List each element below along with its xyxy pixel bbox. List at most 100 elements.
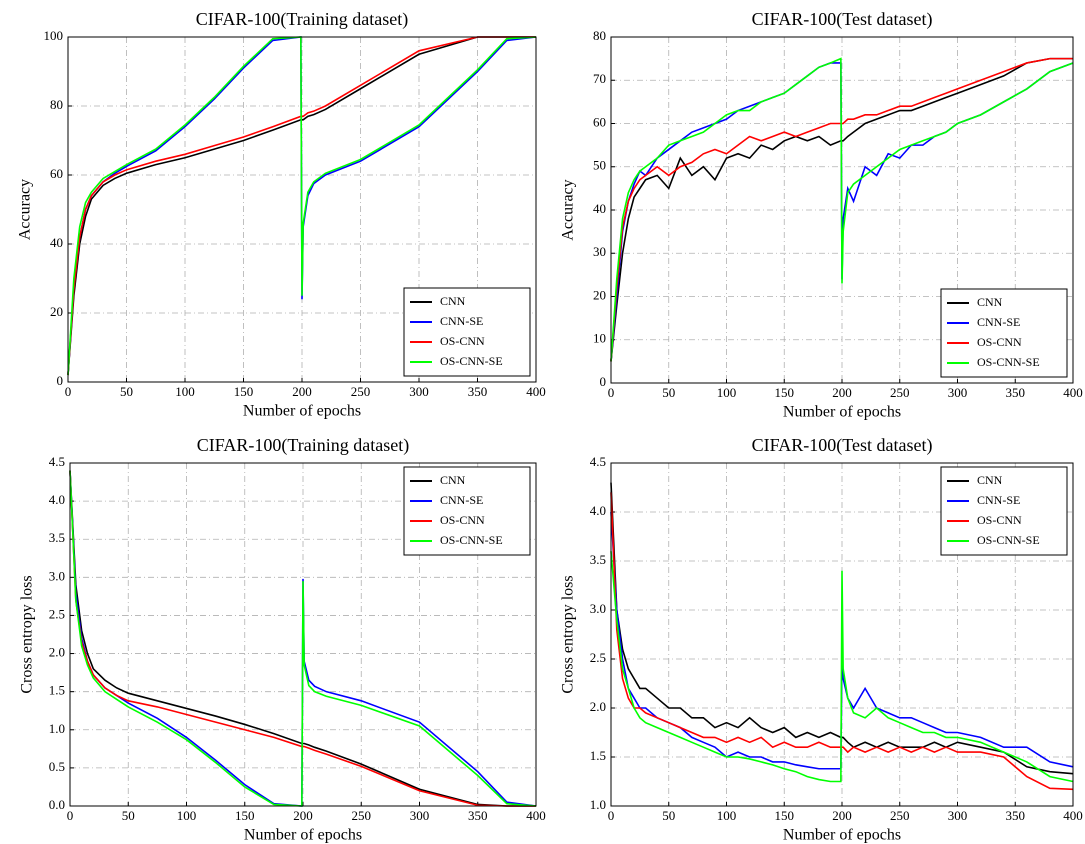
y-tick-label: 20 [50,304,63,319]
x-tick-label: 350 [1006,808,1026,823]
y-tick-label: 3.5 [49,530,65,545]
series-line [610,57,1074,362]
y-tick-label: 1.0 [590,797,606,812]
y-tick-label: 0 [600,374,607,389]
legend-label: CNN [440,473,466,487]
x-tick-label: 250 [890,385,910,400]
x-tick-label: 50 [122,808,135,823]
legend-label: OS-CNN [977,513,1022,527]
series-line [67,36,536,376]
legend-label: CNN [977,295,1003,309]
x-tick-label: 100 [177,808,197,823]
series-line [69,470,536,807]
legend-label: OS-CNN [440,513,485,527]
x-tick-label: 150 [234,384,254,399]
legend-label: CNN-SE [440,493,483,507]
series-line [69,470,536,807]
y-tick-label: 60 [593,114,606,129]
x-tick-label: 0 [67,808,74,823]
legend-label: CNN-SE [977,315,1020,329]
y-tick-label: 2.5 [49,606,65,621]
plot-frame [610,36,1074,384]
legend-label: CNN-SE [440,314,483,328]
y-axis-label: Accuracy [560,179,577,240]
y-tick-label: 4.0 [590,503,606,518]
series-line [67,36,537,376]
x-tick-label: 50 [662,385,675,400]
y-tick-label: 0.5 [49,759,65,774]
y-tick-label: 80 [50,97,63,112]
y-tick-label: 40 [50,235,63,250]
chart-title: CIFAR-100(Training dataset) [197,435,409,456]
x-tick-label: 300 [948,385,968,400]
x-tick-label: 300 [948,808,968,823]
plot-frame [610,462,1074,807]
y-tick-label: 4.5 [590,454,606,469]
x-tick-label: 350 [468,384,488,399]
y-tick-label: 60 [50,166,63,181]
y-tick-label: 1.0 [49,721,65,736]
series-line [610,492,1074,791]
x-tick-label: 350 [1006,385,1026,400]
y-tick-label: 0.0 [49,797,65,812]
x-tick-label: 0 [608,808,615,823]
y-axis-label: Cross entropy loss [560,575,577,693]
y-tick-label: 1.5 [49,683,65,698]
y-axis-label: Accuracy [17,179,34,240]
series-line [610,482,1074,775]
x-tick-label: 50 [120,384,133,399]
y-tick-label: 2.5 [590,650,606,665]
series-line [610,57,1073,362]
x-tick-label: 400 [526,384,546,399]
plot-frame [69,462,537,807]
legend-label: OS-CNN [440,334,485,348]
y-tick-label: 2.0 [49,645,65,660]
x-tick-label: 150 [235,808,255,823]
subplot: CIFAR-100(Training dataset) Number of epo… [17,9,546,420]
series-line [610,551,1074,783]
legend-label: CNN [977,473,1003,487]
y-tick-label: 3.0 [49,568,65,583]
x-tick-label: 50 [662,808,675,823]
x-tick-label: 350 [468,808,488,823]
y-tick-label: 20 [593,287,606,302]
legend-label: CNN-SE [977,493,1020,507]
y-axis-label: Cross entropy loss [19,575,36,693]
y-tick-label: 4.0 [49,492,65,507]
x-tick-label: 100 [717,808,737,823]
x-axis-label: Number of epochs [783,827,901,844]
y-tick-label: 4.5 [49,454,65,469]
x-tick-label: 150 [775,385,795,400]
legend-label: OS-CNN-SE [440,354,503,368]
y-tick-label: 3.0 [590,601,606,616]
subplot: CIFAR-100(Test dataset) Number of epochs C… [560,435,1083,844]
x-tick-label: 0 [608,385,615,400]
x-tick-label: 100 [717,385,737,400]
y-tick-label: 1.5 [590,748,606,763]
y-tick-label: 40 [593,201,606,216]
y-tick-label: 10 [593,331,606,346]
x-tick-label: 300 [410,808,430,823]
x-axis-label: Number of epochs [783,404,901,421]
legend-label: CNN [440,294,466,308]
subplot: CIFAR-100(Test dataset) Number of epochs A… [560,9,1083,421]
legend-label: OS-CNN-SE [977,355,1040,369]
series-line [69,470,537,807]
x-tick-label: 100 [175,384,195,399]
series-line [67,36,536,376]
x-tick-label: 0 [65,384,72,399]
x-tick-label: 250 [352,808,372,823]
legend-label: OS-CNN [977,335,1022,349]
x-tick-label: 200 [293,808,313,823]
y-tick-label: 2.0 [590,699,606,714]
series-line [610,57,1073,362]
legend-label: OS-CNN-SE [440,533,503,547]
x-axis-label: Number of epochs [243,403,361,420]
x-tick-label: 200 [832,385,852,400]
y-tick-label: 70 [593,71,606,86]
chart-title: CIFAR-100(Training dataset) [196,9,408,30]
y-tick-label: 3.5 [590,552,606,567]
x-tick-label: 250 [890,808,910,823]
legend-label: OS-CNN-SE [977,533,1040,547]
